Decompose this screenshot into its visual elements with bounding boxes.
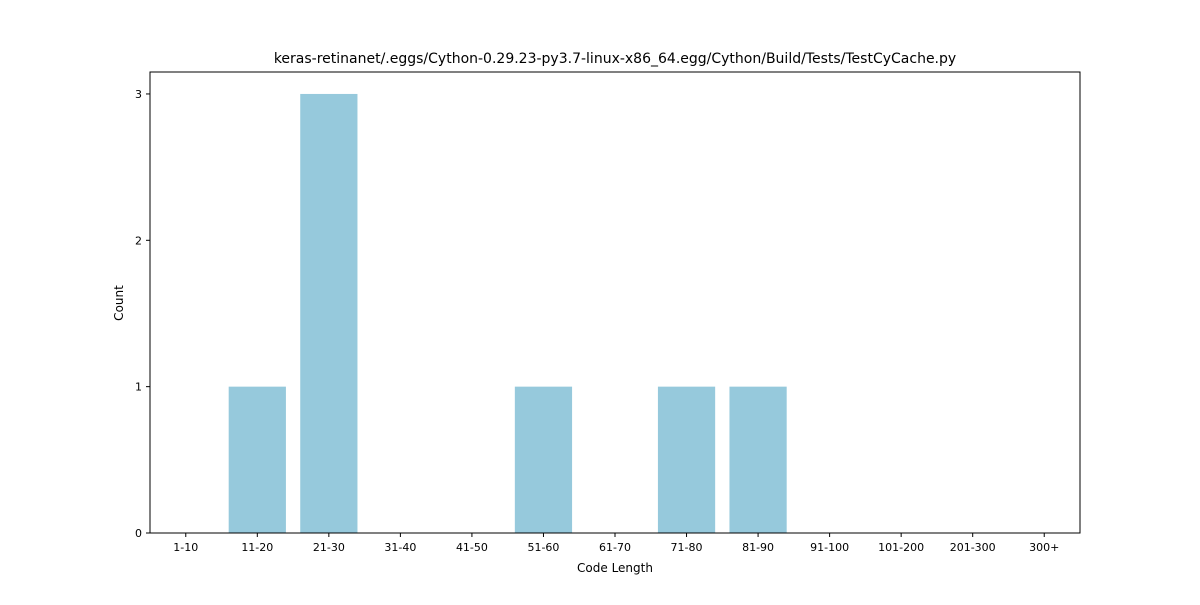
y-tick-label-1: 1 [135,381,142,394]
y-axis-label: Count [112,285,126,321]
x-tick-label-61-70: 61-70 [599,541,631,554]
x-tick-label-201-300: 201-300 [950,541,996,554]
bar-21-30 [300,93,358,533]
plot-frame [149,71,1081,534]
x-tick-label-31-40: 31-40 [384,541,416,554]
y-tick-label-0: 0 [135,527,142,540]
x-tick-label-1-10: 1-10 [173,541,198,554]
x-tick-label-41-50: 41-50 [456,541,488,554]
x-tick-label-300+: 300+ [1029,541,1059,554]
y-tick-label-2: 2 [135,234,142,247]
x-axis-label: Code Length [577,561,653,575]
bars [228,93,787,533]
x-tick-label-101-200: 101-200 [878,541,924,554]
x-tick-label-81-90: 81-90 [742,541,774,554]
y-tick-label-3: 3 [135,88,142,101]
x-tick-label-71-80: 71-80 [671,541,703,554]
bar-81-90 [729,386,787,533]
bar-11-20 [228,386,286,533]
chart-title: keras-retinanet/.eggs/Cython-0.29.23-py3… [274,51,956,67]
bar-51-60 [514,386,573,533]
x-tick-label-51-60: 51-60 [527,541,559,554]
bar-71-80 [657,386,716,533]
x-tick-label-11-20: 11-20 [241,541,273,554]
x-tick-label-91-100: 91-100 [810,541,849,554]
axes: 1-10 11-20 21-30 31-40 41-50 51-60 61-70 71-80 8… [135,71,1081,554]
x-tick-label-21-30: 21-30 [313,541,345,554]
